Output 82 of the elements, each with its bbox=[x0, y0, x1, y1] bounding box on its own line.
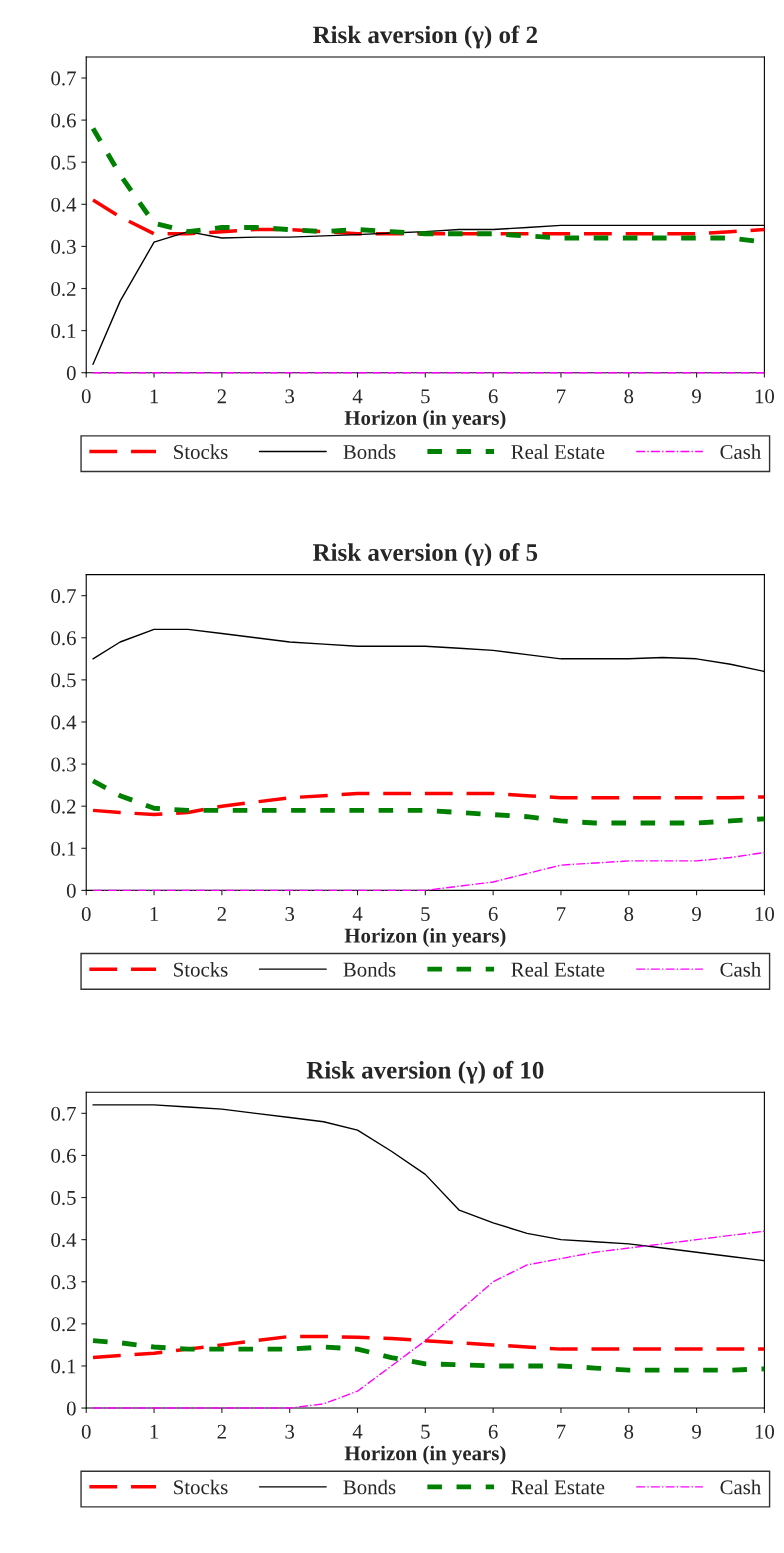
x-tick-label: 5 bbox=[421, 907, 430, 922]
y-tick-label: 0.6 bbox=[51, 631, 76, 646]
x-tick-label: 5 bbox=[421, 389, 430, 404]
x-axis-title: Horizon (in years) bbox=[344, 410, 506, 430]
line-series bbox=[91, 1334, 767, 1360]
x-tick-label: 10 bbox=[755, 389, 775, 404]
x-tick-label: 7 bbox=[557, 1424, 566, 1439]
x-axis-title: Horizon (in years) bbox=[344, 1445, 506, 1465]
x-tick-label: 9 bbox=[692, 389, 701, 404]
y-tick-label: 0.7 bbox=[51, 1106, 76, 1121]
x-tick-label: 1 bbox=[150, 907, 159, 921]
y-tick-label: 0 bbox=[66, 883, 76, 898]
legend-label: Real Estate bbox=[511, 1479, 605, 1495]
y-tick-label: 0.4 bbox=[51, 715, 77, 730]
x-tick-label: 8 bbox=[624, 906, 634, 922]
chart-title: Risk aversion (γ) of 2 bbox=[312, 25, 538, 49]
y-tick-label: 0.1 bbox=[51, 323, 76, 339]
legend-label: Real Estate bbox=[511, 962, 605, 977]
y-tick-label: 0.2 bbox=[51, 281, 76, 297]
legend-label: Stocks bbox=[174, 962, 228, 977]
x-tick-label: 4 bbox=[352, 389, 363, 404]
legend-label: Bonds bbox=[343, 962, 396, 977]
legend-label: Cash bbox=[720, 444, 761, 459]
x-axis-title: Horizon (in years) bbox=[344, 928, 506, 947]
y-tick-label: 0.5 bbox=[51, 155, 76, 170]
line-series bbox=[90, 778, 767, 826]
x-tick-label: 6 bbox=[488, 907, 498, 922]
x-tick-label: 9 bbox=[692, 1424, 701, 1439]
chart-title: Risk aversion (γ) of 10 bbox=[306, 1060, 544, 1084]
x-tick-label: 2 bbox=[217, 907, 226, 921]
y-tick-label: 0.1 bbox=[51, 1359, 76, 1374]
y-tick-label: 0.7 bbox=[51, 71, 76, 86]
x-tick-label: 10 bbox=[755, 906, 775, 922]
y-tick-label: 0.3 bbox=[51, 757, 76, 772]
x-tick-label: 10 bbox=[755, 1424, 775, 1439]
x-tick-label: 7 bbox=[557, 389, 566, 404]
x-tick-label: 4 bbox=[352, 907, 363, 921]
x-tick-label: 3 bbox=[285, 1424, 295, 1439]
x-tick-label: 2 bbox=[217, 389, 226, 404]
x-tick-label: 6 bbox=[488, 1424, 498, 1439]
y-tick-label: 0.7 bbox=[51, 589, 76, 604]
x-tick-label: 1 bbox=[150, 389, 159, 404]
legend-label: Stocks bbox=[174, 444, 228, 459]
x-tick-label: 4 bbox=[352, 1424, 363, 1439]
legend-label: Stocks bbox=[174, 1479, 228, 1495]
y-tick-label: 0.5 bbox=[51, 673, 76, 688]
y-tick-label: 0.2 bbox=[51, 1317, 76, 1332]
x-tick-label: 3 bbox=[285, 907, 295, 922]
y-tick-label: 0.5 bbox=[51, 1190, 76, 1206]
y-tick-label: 0.4 bbox=[51, 197, 77, 212]
line-series bbox=[92, 1230, 766, 1409]
x-tick-label: 0 bbox=[81, 1424, 91, 1439]
chart-title: Risk aversion (γ) of 5 bbox=[312, 543, 538, 567]
x-tick-label: 5 bbox=[421, 1424, 430, 1439]
line-series bbox=[92, 851, 766, 892]
x-tick-label: 3 bbox=[285, 389, 295, 404]
line-series bbox=[91, 791, 767, 817]
x-tick-label: 2 bbox=[217, 1424, 226, 1439]
legend-label: Cash bbox=[720, 1479, 761, 1495]
legend-label: Real Estate bbox=[511, 444, 605, 459]
y-tick-label: 0.2 bbox=[51, 799, 76, 814]
y-tick-label: 0.1 bbox=[51, 841, 76, 856]
legend-label: Bonds bbox=[343, 444, 396, 459]
x-tick-label: 1 bbox=[150, 1424, 159, 1439]
y-tick-label: 0 bbox=[66, 366, 76, 381]
x-tick-label: 0 bbox=[81, 389, 91, 404]
x-tick-label: 8 bbox=[624, 1424, 634, 1439]
y-tick-label: 0.3 bbox=[51, 239, 76, 254]
x-tick-label: 0 bbox=[81, 906, 91, 922]
y-tick-label: 0.3 bbox=[51, 1275, 76, 1290]
y-tick-label: 0.6 bbox=[51, 1148, 76, 1163]
y-tick-label: 0.6 bbox=[51, 113, 76, 128]
y-tick-label: 0 bbox=[66, 1401, 76, 1416]
legend-label: Cash bbox=[720, 962, 761, 977]
x-tick-label: 6 bbox=[488, 389, 498, 404]
x-tick-label: 9 bbox=[692, 907, 701, 922]
x-tick-label: 7 bbox=[557, 907, 566, 921]
line-series bbox=[90, 1338, 767, 1373]
line-series bbox=[91, 198, 767, 236]
legend-label: Bonds bbox=[343, 1479, 396, 1495]
x-tick-label: 8 bbox=[624, 389, 634, 404]
y-tick-label: 0.4 bbox=[51, 1233, 77, 1248]
